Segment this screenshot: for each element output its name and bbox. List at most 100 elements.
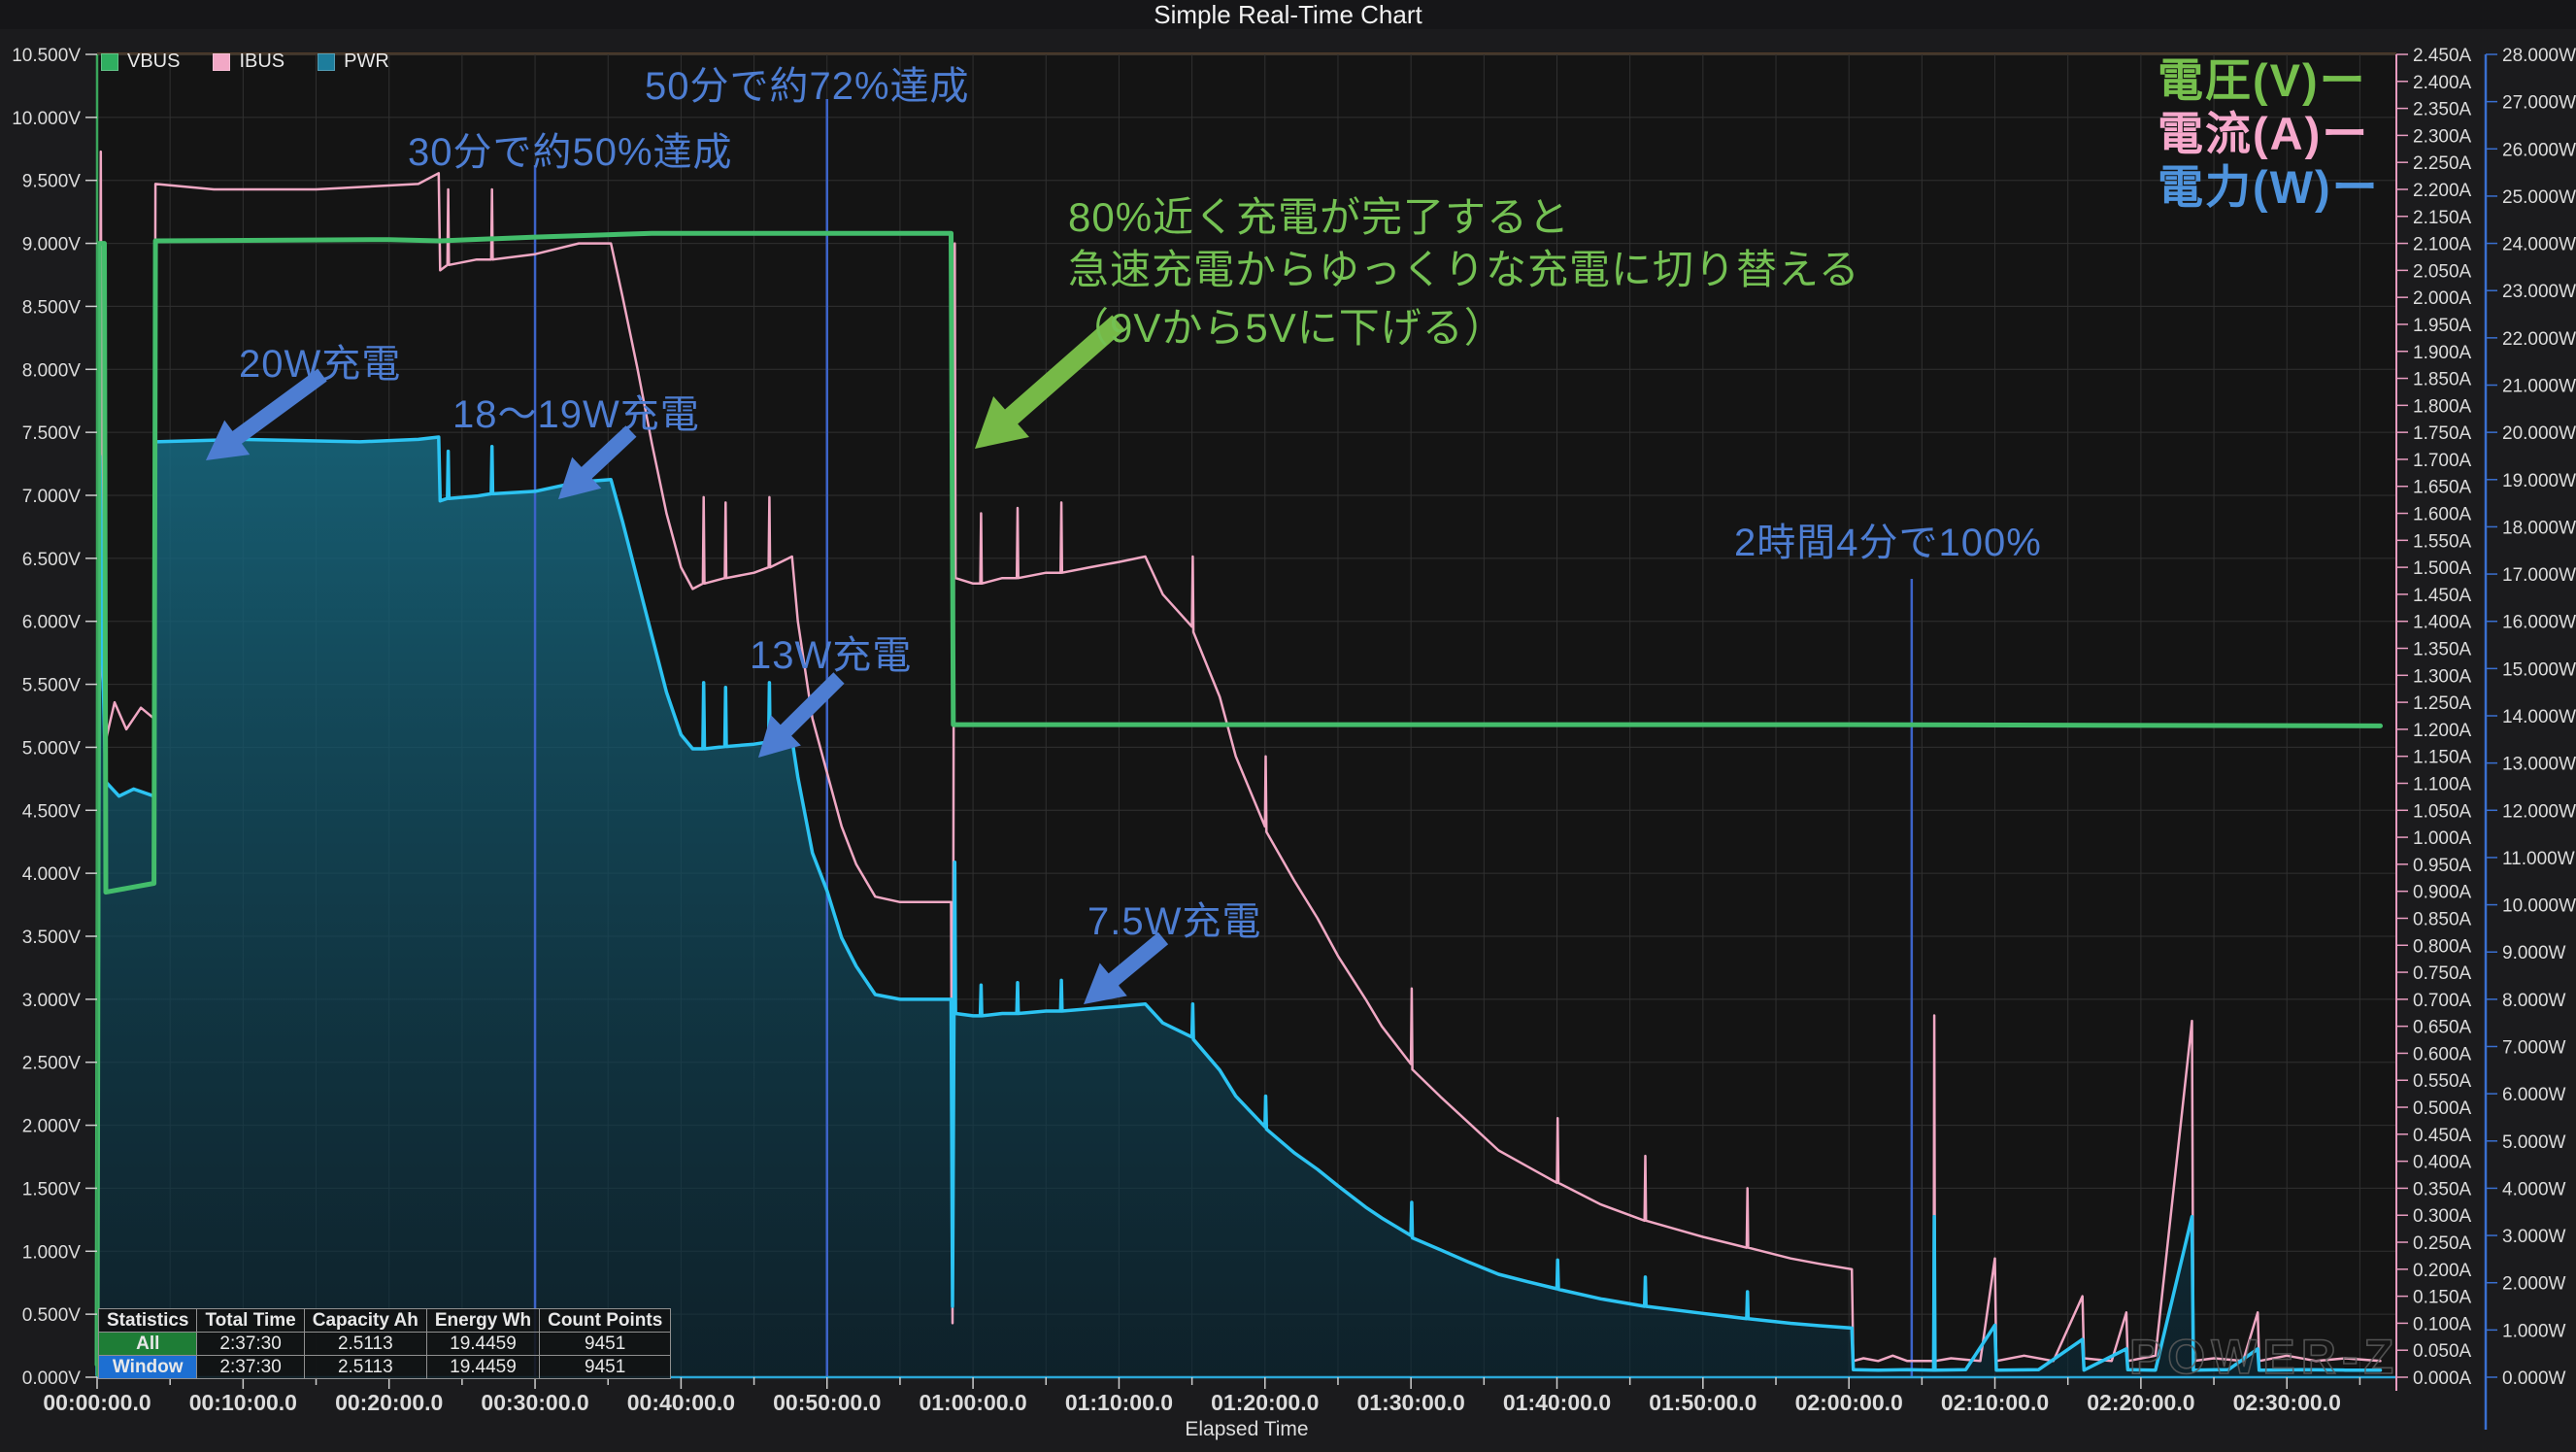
svg-text:7.500V: 7.500V	[22, 423, 82, 444]
svg-text:1.900A: 1.900A	[2413, 343, 2472, 363]
svg-text:0.300A: 0.300A	[2413, 1206, 2472, 1227]
svg-text:2.000V: 2.000V	[22, 1117, 82, 1137]
pwr-swatch-icon	[318, 52, 336, 71]
arrow-13w	[758, 672, 845, 758]
svg-text:4.000V: 4.000V	[22, 864, 82, 885]
svg-text:21.000W: 21.000W	[2502, 377, 2576, 397]
svg-text:0.000A: 0.000A	[2413, 1368, 2472, 1389]
stats-row-window: Window 2:37:30 2.5113 19.4459 9451	[97, 1355, 672, 1379]
svg-text:9.000V: 9.000V	[22, 235, 82, 255]
svg-text:2.000W: 2.000W	[2502, 1274, 2566, 1295]
svg-text:0.600A: 0.600A	[2413, 1044, 2472, 1064]
svg-text:0.050A: 0.050A	[2413, 1341, 2472, 1362]
svg-text:2.000A: 2.000A	[2413, 288, 2472, 309]
power-area-fill	[97, 437, 2381, 1377]
right-legend-power: 電力(W)ー	[2158, 161, 2380, 213]
svg-text:5.000W: 5.000W	[2502, 1132, 2566, 1153]
svg-text:1.000A: 1.000A	[2413, 828, 2472, 849]
svg-text:6.000V: 6.000V	[22, 613, 82, 633]
svg-text:1.250A: 1.250A	[2413, 693, 2472, 714]
vbus-line	[94, 230, 2383, 1368]
svg-text:00:20:00.0: 00:20:00.0	[335, 1390, 443, 1415]
svg-text:4.500V: 4.500V	[22, 801, 82, 822]
svg-text:13.000W: 13.000W	[2502, 755, 2576, 775]
svg-text:17.000W: 17.000W	[2502, 565, 2576, 586]
svg-text:01:30:00.0: 01:30:00.0	[1357, 1390, 1465, 1415]
title-bar: Simple Real-Time Chart	[0, 0, 2576, 29]
svg-text:2.450A: 2.450A	[2413, 46, 2472, 66]
svg-text:26.000W: 26.000W	[2502, 140, 2576, 160]
svg-text:2.050A: 2.050A	[2413, 261, 2472, 282]
svg-text:27.000W: 27.000W	[2502, 93, 2576, 114]
svg-text:15.000W: 15.000W	[2502, 659, 2576, 680]
svg-text:28.000W: 28.000W	[2502, 46, 2576, 66]
marker-lines-layer	[533, 99, 1914, 1377]
legend-item-pwr[interactable]: PWR	[318, 51, 389, 73]
legend-item-ibus[interactable]: IBUS	[213, 51, 284, 73]
statistics-table: Statistics Total Time Capacity Ah Energy Wh…	[97, 1308, 672, 1379]
series-legend: VBUS IBUS PWR	[101, 51, 422, 73]
svg-text:1.500V: 1.500V	[22, 1179, 82, 1199]
svg-text:00:50:00.0: 00:50:00.0	[773, 1390, 881, 1415]
svg-text:8.000W: 8.000W	[2502, 991, 2566, 1011]
svg-text:1.000V: 1.000V	[22, 1242, 82, 1263]
svg-text:0.850A: 0.850A	[2413, 909, 2472, 929]
svg-text:0.100A: 0.100A	[2413, 1314, 2472, 1334]
arrow-20w	[206, 368, 327, 460]
stats-row-label-all[interactable]: All	[97, 1332, 198, 1356]
svg-text:9.500V: 9.500V	[22, 172, 82, 192]
svg-text:3.500V: 3.500V	[22, 928, 82, 948]
stats-row-all: All 2:37:30 2.5113 19.4459 9451	[97, 1332, 672, 1356]
svg-text:1.100A: 1.100A	[2413, 774, 2472, 794]
axes-layer: 0.000V 0.500V 1.000V 1.500V 2.000V 2.500V 3.00…	[12, 46, 2576, 1430]
stats-header: Capacity Ah	[303, 1308, 427, 1333]
stats-value: 9451	[539, 1332, 672, 1356]
svg-text:1.700A: 1.700A	[2413, 451, 2472, 471]
stats-header: Total Time	[196, 1308, 305, 1333]
right-legend-voltage: 電圧(V)ー	[2158, 54, 2367, 106]
legend-item-vbus[interactable]: VBUS	[101, 51, 180, 73]
svg-text:0.200A: 0.200A	[2413, 1261, 2472, 1281]
svg-text:00:40:00.0: 00:40:00.0	[627, 1390, 735, 1415]
svg-text:23.000W: 23.000W	[2502, 282, 2576, 302]
svg-text:00:30:00.0: 00:30:00.0	[481, 1390, 588, 1415]
svg-text:02:30:00.0: 02:30:00.0	[2233, 1390, 2341, 1415]
svg-text:18.000W: 18.000W	[2502, 518, 2576, 538]
svg-text:5.500V: 5.500V	[22, 676, 82, 696]
annotation-green-line3: （9Vから5Vに下げる）	[1068, 305, 1506, 351]
svg-text:1.800A: 1.800A	[2413, 396, 2472, 417]
stats-header: Count Points	[539, 1308, 672, 1333]
svg-text:10.000V: 10.000V	[12, 109, 81, 129]
svg-text:5.000V: 5.000V	[22, 738, 82, 759]
svg-text:8.500V: 8.500V	[22, 297, 82, 318]
svg-text:02:10:00.0: 02:10:00.0	[1941, 1390, 2049, 1415]
svg-text:20.000W: 20.000W	[2502, 423, 2576, 444]
annotation-7-5w: 7.5W充電	[1087, 900, 1262, 943]
svg-text:0.000W: 0.000W	[2502, 1368, 2566, 1389]
svg-text:1.200A: 1.200A	[2413, 721, 2472, 741]
right-legend-current: 電流(A)ー	[2158, 108, 2370, 159]
arrow-green-voltage-drop	[975, 315, 1125, 449]
svg-text:25.000W: 25.000W	[2502, 187, 2576, 208]
svg-text:1.500A: 1.500A	[2413, 558, 2472, 579]
svg-text:0.550A: 0.550A	[2413, 1071, 2472, 1092]
stats-value: 9451	[539, 1355, 672, 1379]
annotation-green-line1: 80%近く充電が完了すると	[1068, 194, 1571, 240]
stats-row-label-window[interactable]: Window	[97, 1355, 198, 1379]
x-axis-title: Elapsed Time	[1185, 1418, 1309, 1440]
svg-text:6.000W: 6.000W	[2502, 1085, 2566, 1105]
watermark: POWER-Z	[2129, 1330, 2399, 1384]
svg-text:10.500V: 10.500V	[12, 46, 81, 66]
svg-text:1.850A: 1.850A	[2413, 370, 2472, 390]
power-fill-layer	[97, 437, 2381, 1377]
stats-header: Energy Wh	[425, 1308, 541, 1333]
svg-text:0.950A: 0.950A	[2413, 856, 2472, 876]
svg-text:2.300A: 2.300A	[2413, 126, 2472, 147]
svg-text:2.200A: 2.200A	[2413, 181, 2472, 201]
svg-text:9.000W: 9.000W	[2502, 943, 2566, 963]
svg-text:0.800A: 0.800A	[2413, 936, 2472, 957]
svg-text:1.050A: 1.050A	[2413, 801, 2472, 822]
svg-text:01:40:00.0: 01:40:00.0	[1503, 1390, 1611, 1415]
svg-text:01:10:00.0: 01:10:00.0	[1065, 1390, 1173, 1415]
